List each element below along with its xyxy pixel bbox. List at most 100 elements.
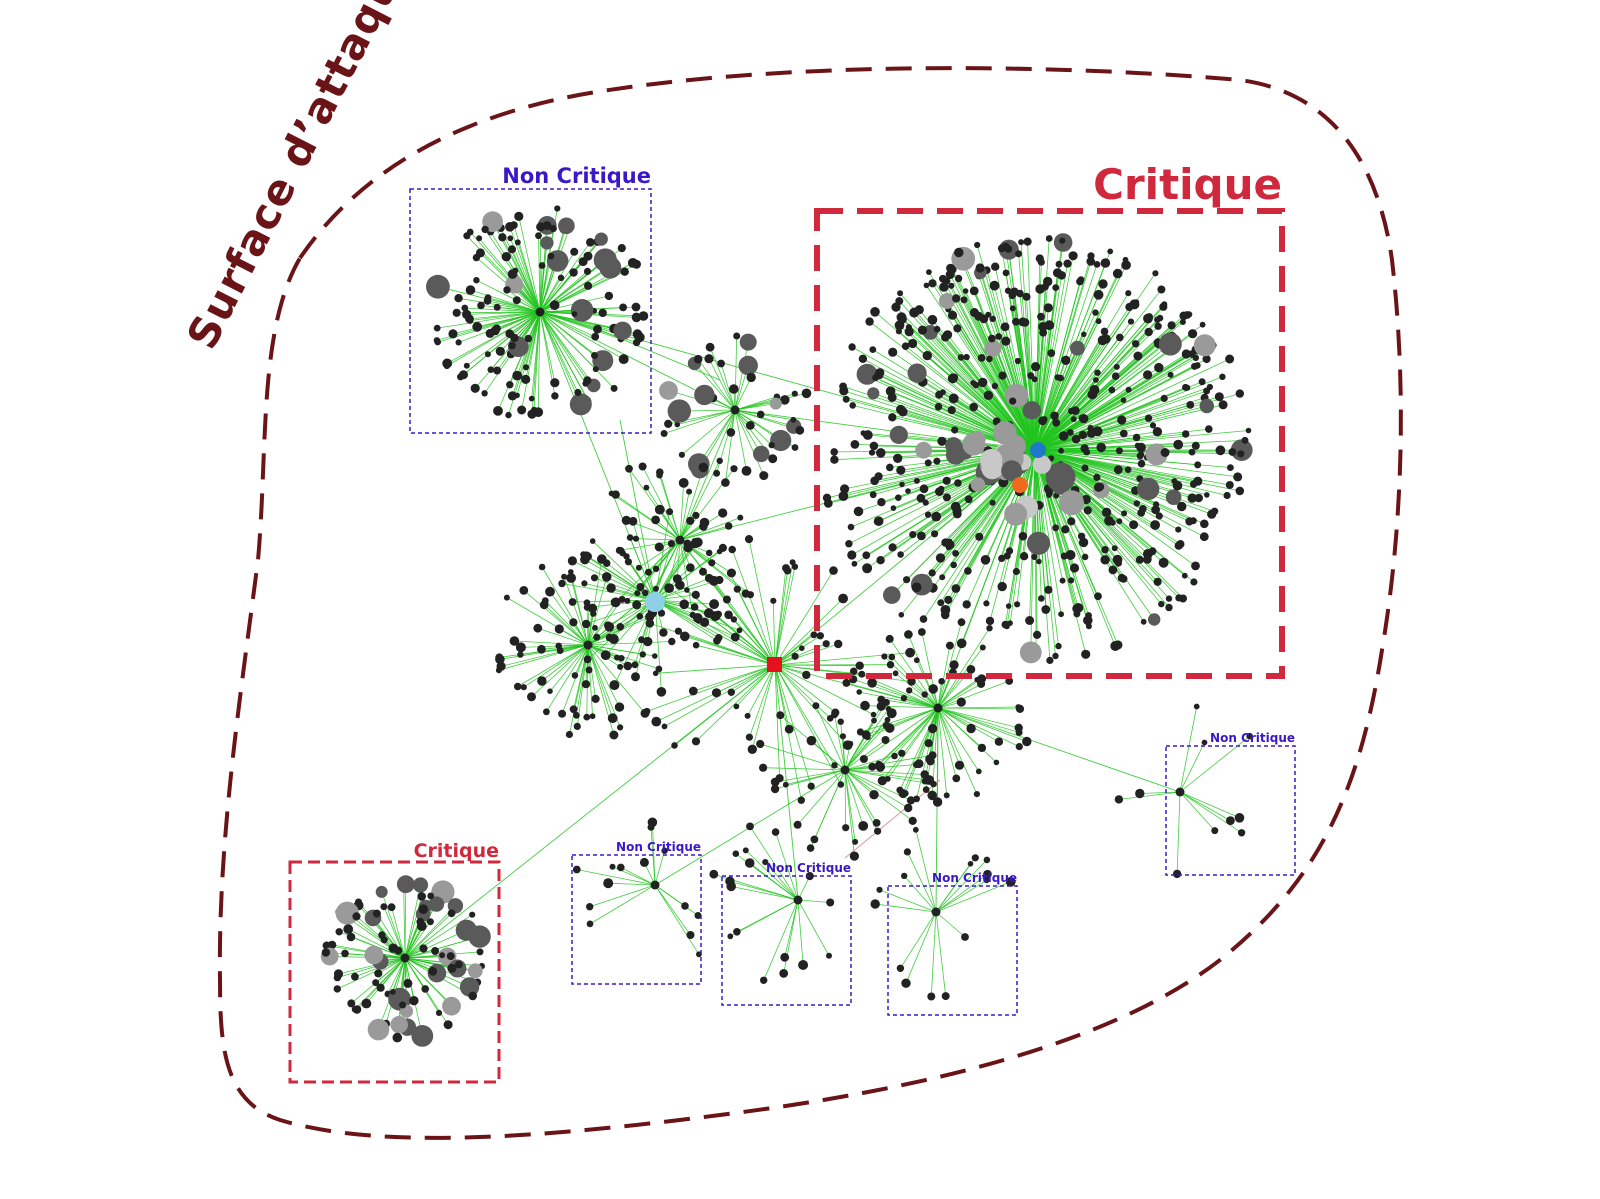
network-edge <box>797 899 804 966</box>
network-node <box>570 247 579 256</box>
network-node <box>998 371 1007 380</box>
network-node <box>1132 433 1141 442</box>
network-edge <box>404 950 436 959</box>
network-node <box>862 551 871 560</box>
network-edge <box>1034 325 1172 451</box>
network-node <box>858 821 869 831</box>
network-node <box>354 898 363 906</box>
network-node <box>468 991 478 1001</box>
network-edge <box>404 957 452 1007</box>
network-edge <box>881 707 939 782</box>
network-node <box>896 786 904 794</box>
network-node <box>586 238 595 247</box>
network-edge <box>900 911 937 969</box>
network-edge <box>1176 791 1181 874</box>
network-node <box>1092 426 1103 437</box>
network-node <box>705 342 715 352</box>
network-node <box>1038 595 1045 602</box>
network-node <box>1069 563 1080 573</box>
network-node <box>726 428 736 437</box>
network-node <box>1081 553 1089 561</box>
network-node <box>1135 788 1145 799</box>
network-edge <box>539 311 596 338</box>
network-edge <box>679 449 1036 541</box>
network-node <box>928 751 937 760</box>
network-node <box>668 637 676 646</box>
network-node <box>427 892 435 900</box>
network-edge <box>729 880 799 901</box>
network-node <box>624 558 633 566</box>
network-node <box>849 851 860 861</box>
network-node <box>1078 537 1089 548</box>
network-node <box>875 760 882 767</box>
network-node <box>589 713 596 720</box>
network-edge <box>1034 437 1137 451</box>
network-node <box>1094 369 1101 376</box>
network-node <box>728 545 736 554</box>
network-node <box>1181 349 1191 359</box>
network-node <box>933 325 941 333</box>
network-node <box>582 619 591 629</box>
network-node <box>467 963 483 979</box>
network-node <box>416 917 425 926</box>
network-node <box>876 886 883 893</box>
network-node <box>1037 312 1045 321</box>
network-node <box>983 600 990 607</box>
network-node <box>321 948 331 957</box>
network-edge <box>763 767 846 771</box>
network-edge <box>937 627 990 709</box>
network-node <box>907 363 927 383</box>
network-node <box>487 366 495 374</box>
network-node <box>554 205 561 212</box>
network-node <box>1188 329 1198 339</box>
network-edge <box>774 652 911 666</box>
network-node <box>874 827 882 835</box>
network-node <box>600 650 611 661</box>
network-node <box>939 574 946 581</box>
network-node <box>985 311 992 318</box>
network-node <box>1025 616 1035 625</box>
network-node <box>681 902 689 910</box>
network-node <box>1149 422 1157 429</box>
network-node <box>1027 372 1035 380</box>
network-node <box>322 941 331 950</box>
network-node <box>655 665 663 673</box>
network-node <box>709 599 720 610</box>
network-edge <box>679 491 690 541</box>
network-edge <box>404 905 456 959</box>
network-node <box>452 308 461 317</box>
network-node <box>601 572 612 582</box>
network-node <box>1176 540 1185 549</box>
network-edge <box>774 562 793 666</box>
network-edge <box>937 707 1020 747</box>
network-node <box>791 652 799 660</box>
network-node <box>1161 301 1168 308</box>
critique-main-label: Critique <box>1093 160 1282 209</box>
network-node <box>988 334 996 343</box>
network-node <box>541 597 549 605</box>
network-node <box>346 932 356 942</box>
network-edge <box>774 643 839 666</box>
network-edge <box>1034 449 1182 507</box>
network-node <box>1153 577 1162 586</box>
network-node <box>1191 441 1200 450</box>
network-edge <box>928 707 939 759</box>
network-node <box>776 711 785 720</box>
network-node <box>591 332 600 341</box>
network-node <box>928 724 938 734</box>
network-node <box>937 599 945 607</box>
network-node <box>899 481 905 488</box>
network-edge <box>915 829 937 913</box>
network-edge <box>784 899 799 958</box>
network-node <box>1199 398 1215 414</box>
network-node <box>861 730 871 740</box>
network-node <box>991 382 999 390</box>
network-node <box>558 217 575 235</box>
network-node <box>426 274 450 299</box>
network-node <box>745 421 755 430</box>
critique-small-label: Critique <box>414 840 499 862</box>
network-node <box>565 730 574 739</box>
network-node <box>1020 318 1030 327</box>
network-node <box>686 488 693 495</box>
network-node <box>1157 285 1166 294</box>
